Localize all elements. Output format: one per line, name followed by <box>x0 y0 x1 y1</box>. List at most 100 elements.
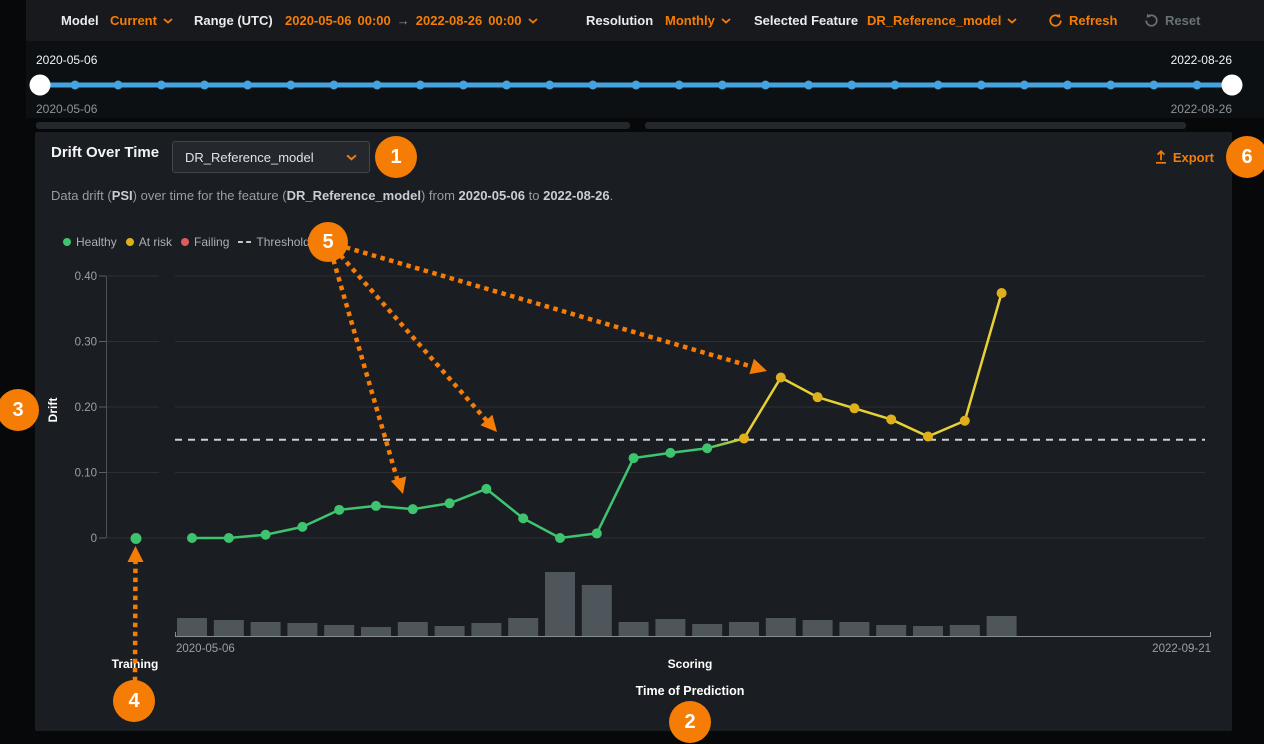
legend-item-healthy: Healthy <box>63 235 117 249</box>
panel-title: Drift Over Time <box>51 144 160 161</box>
drift-line-segment <box>742 376 782 440</box>
slider-dot <box>1149 80 1159 90</box>
slider-dot <box>631 80 641 90</box>
drift-point <box>739 433 749 444</box>
export-icon <box>1155 150 1166 164</box>
drift-point <box>260 529 271 540</box>
slider-dot <box>545 80 555 90</box>
slider-dot <box>976 80 986 90</box>
range-end-date: 2022-08-26 <box>415 13 483 28</box>
chevron-down-icon <box>163 17 173 24</box>
range-selector[interactable]: 2020-05-06 00:00 → 2022-08-26 00:00 <box>285 0 538 41</box>
resolution-selector[interactable]: Monthly <box>665 0 731 41</box>
range-start-date: 2020-05-06 <box>285 13 352 28</box>
threshold-dash-icon <box>238 241 252 243</box>
panel-subtitle: Data drift (PSI) over time for the featu… <box>51 188 614 203</box>
drift-point <box>371 500 381 511</box>
feature-dropdown-value: DR_Reference_model <box>185 149 314 165</box>
annotation-badge-2: 2 <box>669 701 711 743</box>
slider-dot <box>1019 80 1029 90</box>
feature-dropdown[interactable]: DR_Reference_model <box>172 141 370 173</box>
volume-bar <box>250 622 281 636</box>
slider-handle-start[interactable] <box>29 74 51 96</box>
volume-bar <box>729 622 759 636</box>
drift-line-segment <box>780 376 819 399</box>
slider-dot <box>70 80 80 90</box>
training-point <box>130 533 142 544</box>
slider-dot <box>717 80 727 90</box>
scroll-track-right[interactable] <box>645 122 1186 129</box>
volume-bar <box>876 625 907 636</box>
slider-dot <box>113 80 123 90</box>
volume-bar <box>213 620 244 636</box>
model-selector[interactable]: Current <box>110 0 173 41</box>
drift-line-segment <box>963 292 1003 422</box>
timeline-end-sublabel: 2022-08-26 <box>1170 102 1232 116</box>
annotation-badge-5: 5 <box>308 222 348 262</box>
volume-bar <box>545 572 575 636</box>
drift-point <box>334 504 345 515</box>
x-axis-title: Time of Prediction <box>636 684 745 698</box>
slider-dot <box>588 80 598 90</box>
drift-point <box>665 447 676 458</box>
chevron-down-icon <box>527 17 538 24</box>
drift-point <box>996 288 1007 299</box>
reset-icon <box>1145 13 1158 27</box>
drift-line-segment <box>449 487 487 505</box>
refresh-button[interactable]: Refresh <box>1048 0 1117 41</box>
time-range-slider-strip: 2020-05-06 2022-08-26 2020-05-06 2022-08… <box>26 41 1264 118</box>
drift-line-segment <box>927 419 966 438</box>
drift-line-segment <box>854 407 892 421</box>
drift-point <box>187 533 197 543</box>
drift-over-time-panel: 0 0.10 0.20 0.30 0.40 2020-05-06 2022-09-21 Tra… <box>35 132 1232 731</box>
slider-dot <box>372 80 382 90</box>
volume-bar <box>802 620 833 636</box>
x-start-label: 2020-05-06 <box>176 643 235 655</box>
slider-dot <box>1063 80 1073 90</box>
drift-line-segment <box>559 532 597 540</box>
timeline-start-label: 2020-05-06 <box>36 53 98 67</box>
annotation-badge-3: 3 <box>0 389 39 431</box>
model-label: Model <box>61 13 99 28</box>
volume-bar <box>397 622 428 636</box>
drift-point <box>444 498 455 509</box>
resolution-value: Monthly <box>665 13 715 28</box>
y-tick-label: 0.40 <box>75 271 97 283</box>
feature-selector[interactable]: DR_Reference_model <box>867 0 1017 41</box>
slider-dot <box>760 80 770 90</box>
drift-point <box>555 533 565 543</box>
drift-line-segment <box>485 487 524 520</box>
model-label-group: Model <box>61 0 99 41</box>
drift-point <box>923 431 933 442</box>
drift-point <box>702 443 713 454</box>
slider-dot <box>286 80 296 90</box>
volume-bar <box>986 616 1017 636</box>
model-value: Current <box>110 13 157 28</box>
drift-point <box>812 392 823 403</box>
reset-button[interactable]: Reset <box>1144 0 1200 41</box>
resolution-label: Resolution <box>586 13 654 28</box>
volume-bar <box>655 619 686 636</box>
export-button[interactable]: Export <box>1155 141 1214 173</box>
drift-line-segment <box>670 447 708 455</box>
volume-bar <box>434 626 465 636</box>
timeline-end-label: 2022-08-26 <box>1170 53 1232 67</box>
y-tick-label: 0.30 <box>75 337 97 349</box>
drift-line-segment <box>375 504 413 511</box>
time-range-slider[interactable] <box>26 41 1264 118</box>
slider-handle-end[interactable] <box>1221 74 1243 96</box>
drift-point <box>481 483 492 494</box>
y-tick-label: 0 <box>91 533 97 545</box>
annotation-badge-6: 6 <box>1226 136 1264 178</box>
volume-bar <box>361 627 391 636</box>
y-axis-title: Drift <box>46 398 60 423</box>
range-start-time: 00:00 <box>357 13 391 28</box>
volume-bar <box>508 618 539 636</box>
volume-bar <box>471 623 502 636</box>
failing-dot-icon <box>181 238 190 246</box>
chevron-down-icon <box>721 17 731 24</box>
annotation-badge-1: 1 <box>375 136 417 178</box>
drift-line-segment <box>412 502 450 511</box>
scroll-track-left[interactable] <box>36 122 630 129</box>
drift-line-segment <box>522 517 561 540</box>
